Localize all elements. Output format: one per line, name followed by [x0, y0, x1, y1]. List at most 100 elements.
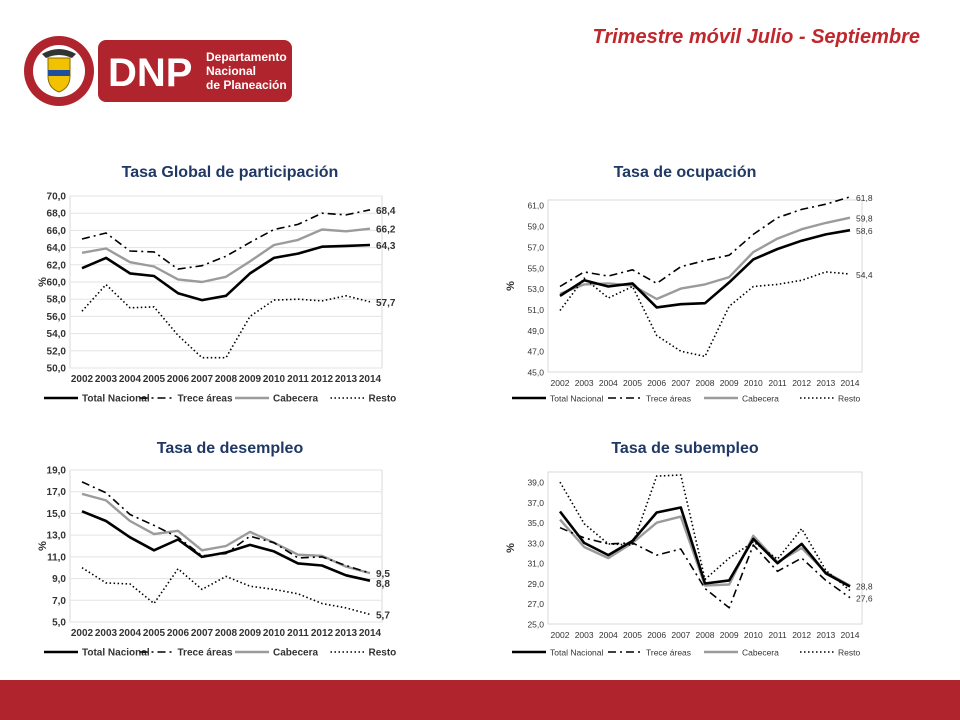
x-tick-label: 2004	[119, 374, 142, 385]
end-value-label: 57,7	[376, 298, 396, 309]
x-tick-label: 2004	[119, 628, 142, 639]
x-tick-label: 2005	[623, 630, 642, 640]
y-tick-label: 56,0	[47, 312, 67, 323]
end-value-label: 28,8	[856, 581, 873, 591]
series-line-resto	[559, 474, 851, 592]
x-tick-label: 2014	[841, 378, 860, 388]
series-line-cabecera	[81, 227, 371, 284]
x-tick-label: 2012	[792, 630, 811, 640]
y-tick-label: 25,0	[527, 620, 544, 630]
x-tick-label: 2013	[816, 378, 835, 388]
legend-label: Resto	[369, 648, 397, 659]
series-line-trece-reas	[81, 209, 371, 270]
y-tick-label: 53,0	[527, 284, 544, 294]
legend-label: Total Nacional	[82, 648, 150, 659]
y-tick-label: 61,0	[527, 201, 544, 211]
y-tick-label: 45,0	[527, 368, 544, 378]
x-tick-label: 2009	[239, 628, 262, 639]
y-tick-label: 49,0	[527, 326, 544, 336]
series-line-cabecera	[81, 492, 371, 575]
series-line-total-nacional	[81, 510, 371, 582]
y-tick-label: 68,0	[47, 209, 67, 220]
chart-title-tgp: Tasa Global de participación	[121, 164, 339, 181]
chart-td: 5,07,09,011,013,015,017,019,0%2002 2003 20…	[37, 466, 396, 659]
y-tick-label: 59,0	[527, 222, 544, 232]
footer-bar	[0, 680, 960, 720]
y-tick-label: 47,0	[527, 347, 544, 357]
x-tick-label: 2014	[841, 630, 860, 640]
series-line-total-nacional	[81, 243, 371, 302]
y-tick-label: 15,0	[47, 509, 67, 520]
y-tick-label: 60,0	[47, 278, 67, 289]
x-tick-label: 2003	[95, 628, 118, 639]
x-tick-label: 2011	[287, 374, 309, 385]
y-tick-label: 51,0	[527, 305, 544, 315]
series-line-trece-reas	[559, 196, 851, 288]
y-tick-label: 9,0	[52, 574, 66, 585]
y-axis-label: %	[37, 541, 49, 551]
x-tick-label: 2010	[744, 378, 763, 388]
x-tick-label: 2007	[671, 630, 690, 640]
y-tick-label: 50,0	[47, 364, 67, 375]
chart-ts: 25,0 27,0 29,0 31,0 33,0 35,0 37,0 39,0% 2002 200…	[505, 471, 873, 658]
x-tick-label: 2005	[143, 374, 166, 385]
logo-acronym: DNP	[108, 51, 192, 95]
x-tick-label: 2004	[599, 630, 618, 640]
x-tick-label: 2012	[311, 374, 334, 385]
legend-label: Cabecera	[273, 648, 318, 659]
x-tick-label: 2012	[792, 378, 811, 388]
chart-to: 45,0 47,0 49,0 51,0 53,0 55,0 57,0 59,0 61,0% 200…	[505, 193, 873, 404]
legend-label: Trece áreas	[646, 648, 691, 658]
chart-title-ts: Tasa de subempleo	[611, 440, 759, 457]
logo-name-line2: Nacional	[206, 64, 256, 78]
y-tick-label: 57,0	[527, 242, 544, 252]
end-value-label: 8,8	[376, 579, 390, 590]
chart-title-to: Tasa de ocupación	[613, 164, 757, 181]
chart-title-td: Tasa de desempleo	[156, 440, 304, 457]
legend-label: Trece áreas	[646, 394, 691, 404]
legend-label: Resto	[369, 394, 397, 405]
end-value-label: 9,5	[376, 569, 390, 580]
y-tick-label: 35,0	[527, 518, 544, 528]
end-value-label: 61,8	[856, 193, 873, 203]
x-tick-label: 2008	[696, 630, 715, 640]
legend-label: Trece áreas	[178, 648, 233, 659]
x-tick-label: 2008	[215, 374, 238, 385]
x-tick-label: 2013	[335, 374, 358, 385]
x-tick-label: 2012	[311, 628, 334, 639]
x-tick-label: 2002	[71, 374, 94, 385]
x-tick-label: 2006	[167, 374, 190, 385]
y-tick-label: 39,0	[527, 478, 544, 488]
x-tick-label: 2008	[696, 378, 715, 388]
y-tick-label: 31,0	[527, 559, 544, 569]
legend: Total Nacional Trece áreas Cabecera Resto	[44, 394, 396, 405]
legend-label: Resto	[838, 394, 860, 404]
y-tick-label: 13,0	[47, 531, 67, 542]
y-tick-label: 64,0	[47, 243, 67, 254]
y-tick-label: 11,0	[47, 552, 66, 563]
y-tick-label: 54,0	[47, 329, 67, 340]
legend: Total Nacional Trece áreas Cabecera Resto	[512, 648, 860, 658]
series-line-cabecera	[559, 216, 851, 301]
legend: Total Nacional Trece áreas Cabecera Resto	[44, 648, 396, 659]
x-tick-label: 2004	[599, 378, 618, 388]
y-axis-label: %	[37, 277, 49, 287]
logo-name-line3: de Planeación	[206, 78, 287, 92]
x-tick-label: 2008	[215, 628, 238, 639]
y-tick-label: 33,0	[527, 538, 544, 548]
legend-label: Resto	[838, 648, 860, 658]
x-tick-label: 2003	[575, 630, 594, 640]
x-tick-label: 2006	[647, 378, 666, 388]
x-tick-label: 2011	[287, 628, 309, 639]
y-tick-label: 52,0	[47, 346, 67, 357]
x-tick-label: 2013	[816, 630, 835, 640]
x-tick-label: 2002	[551, 630, 570, 640]
y-axis-label: %	[505, 543, 517, 553]
legend-label: Total Nacional	[550, 394, 604, 404]
y-tick-label: 66,0	[47, 226, 67, 237]
end-value-label: 66,2	[376, 225, 396, 236]
y-tick-label: 7,0	[52, 596, 66, 607]
y-tick-label: 62,0	[47, 260, 67, 271]
x-tick-label: 2006	[167, 628, 190, 639]
x-tick-label: 2005	[143, 628, 166, 639]
